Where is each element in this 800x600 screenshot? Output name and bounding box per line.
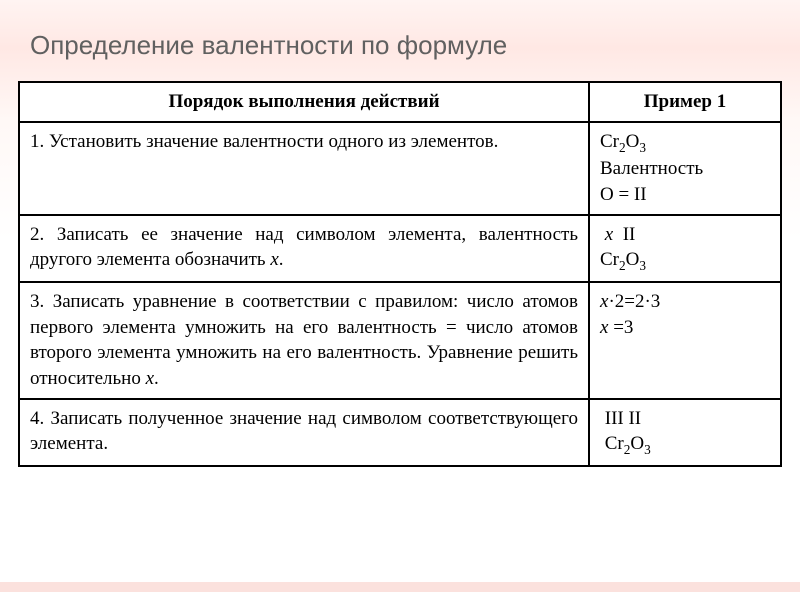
example-line: x II	[600, 224, 635, 245]
step-num: 1.	[30, 131, 44, 152]
formula: Cr2O3	[600, 433, 651, 454]
table-row: 2. Записать ее значение над символом эле…	[19, 215, 781, 282]
example-line: x·2=2·3	[600, 291, 660, 312]
step-desc: Записать полученное значение над символо…	[30, 408, 578, 455]
header-col1: Порядок выполнения действий	[19, 82, 589, 122]
formula: Cr2O3	[600, 249, 646, 270]
step-desc: Установить значение валентности одного и…	[49, 131, 498, 152]
table-row: 3. Записать уравнение в соответствии с п…	[19, 282, 781, 399]
step-cell: 2. Записать ее значение над символом эле…	[19, 215, 589, 282]
table-row: 1. Установить значение валентности одног…	[19, 122, 781, 215]
example-line: Валентность	[600, 158, 703, 179]
table-row: 4. Записать полученное значение над симв…	[19, 399, 781, 466]
slide: Определение валентности по формуле Поряд…	[0, 0, 800, 600]
step-desc: Записать уравнение в соответствии с прав…	[30, 291, 578, 389]
step-desc: Записать ее значение над символом элемен…	[30, 224, 578, 271]
example-line: O = II	[600, 184, 647, 205]
formula: Cr2O3	[600, 131, 646, 152]
step-num: 2.	[30, 224, 44, 245]
step-num: 3.	[30, 291, 44, 312]
example-cell: x II Cr2O3	[589, 215, 781, 282]
header-col2: Пример 1	[589, 82, 781, 122]
example-cell: III II Cr2O3	[589, 399, 781, 466]
table-container: Порядок выполнения действий Пример 1 1. …	[18, 81, 782, 467]
footer-bar	[0, 582, 800, 592]
example-cell: Cr2O3 Валентность O = II	[589, 122, 781, 215]
slide-title: Определение валентности по формуле	[0, 0, 800, 81]
example-line: x =3	[600, 317, 633, 338]
valence-table: Порядок выполнения действий Пример 1 1. …	[18, 81, 782, 467]
table-header-row: Порядок выполнения действий Пример 1	[19, 82, 781, 122]
example-cell: x·2=2·3 x =3	[589, 282, 781, 399]
step-cell: 4. Записать полученное значение над симв…	[19, 399, 589, 466]
step-cell: 3. Записать уравнение в соответствии с п…	[19, 282, 589, 399]
step-cell: 1. Установить значение валентности одног…	[19, 122, 589, 215]
step-num: 4.	[30, 408, 44, 429]
example-line: III II	[600, 408, 641, 429]
